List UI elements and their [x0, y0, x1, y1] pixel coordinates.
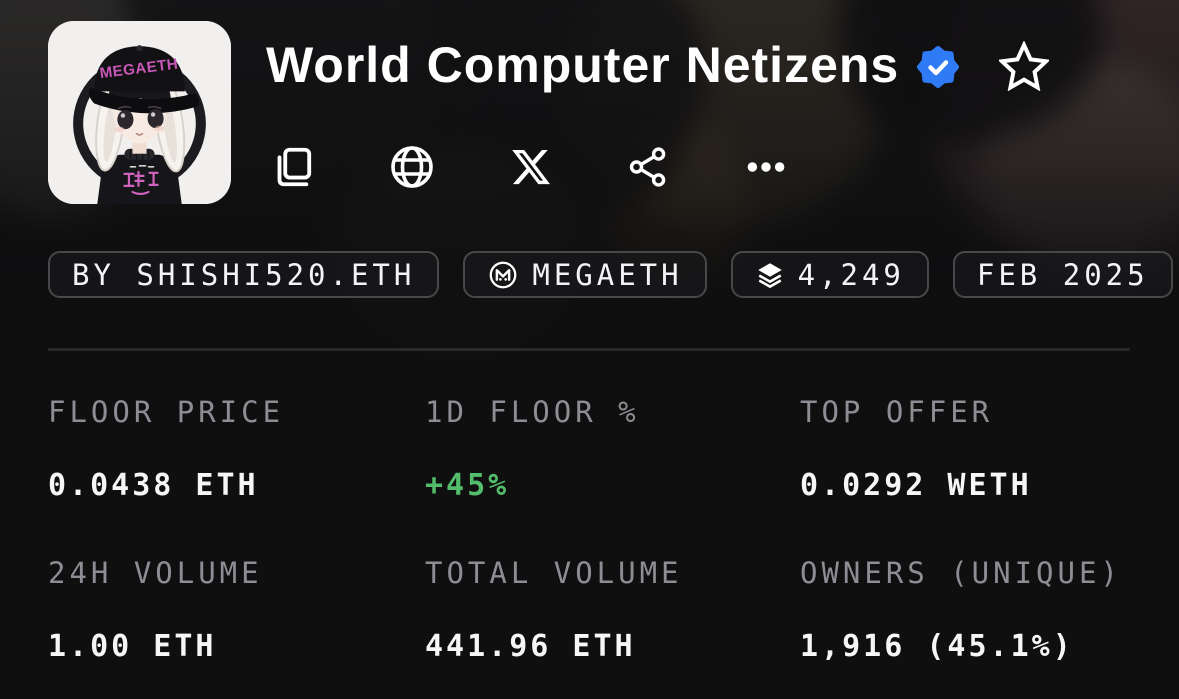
stat-label: FLOOR PRICE	[48, 395, 285, 429]
x-icon[interactable]	[510, 146, 552, 188]
stat-label: OWNERS (UNIQUE)	[800, 556, 1122, 590]
created-date-badge-label: FEB 2025	[976, 257, 1149, 292]
supply-badge: 4,249	[730, 251, 929, 298]
collection-badges: BY SHISHI520.ETH MEGAETH 4,249 FEB 2025	[48, 251, 1179, 298]
layers-icon	[757, 262, 782, 288]
verified-badge-icon	[917, 46, 960, 88]
globe-icon[interactable]	[388, 143, 436, 191]
ellipsis-icon[interactable]	[746, 159, 786, 175]
megaeth-logo-icon	[489, 261, 517, 288]
star-icon[interactable]	[999, 41, 1050, 91]
stat-value: +45%	[425, 468, 510, 503]
collection-avatar: MEGAETH	[48, 21, 231, 204]
stat-label: 24H VOLUME	[48, 556, 263, 590]
copy-icon[interactable]	[268, 143, 314, 191]
stat-value: 0.0438 ETH	[48, 468, 259, 503]
stats-row-2: 24H VOLUME 1.00 ETH TOTAL VOLUME 441.96 …	[48, 555, 1179, 665]
stat-value: 1.00 ETH	[48, 629, 217, 664]
stat-label: TOP OFFER	[800, 395, 994, 429]
share-icon[interactable]	[626, 143, 672, 191]
stat-value: 0.0292 WETH	[800, 468, 1032, 503]
section-divider	[48, 348, 1130, 351]
chain-badge[interactable]: MEGAETH	[463, 251, 707, 298]
stat-total-volume: TOTAL VOLUME 441.96 ETH	[425, 555, 800, 665]
page-title: World Computer Netizens	[266, 37, 900, 93]
stats-row-1: FLOOR PRICE 0.0438 ETH 1D FLOOR % +45% T…	[48, 394, 1179, 504]
created-date-badge: FEB 2025	[952, 251, 1173, 298]
stat-label: 1D FLOOR %	[425, 395, 640, 429]
stat-label: TOTAL VOLUME	[425, 556, 683, 590]
creator-badge[interactable]: BY SHISHI520.ETH	[48, 251, 440, 298]
stat-floor-price: FLOOR PRICE 0.0438 ETH	[48, 394, 425, 504]
supply-badge-label: 4,249	[797, 257, 905, 292]
stat-top-offer: TOP OFFER 0.0292 WETH	[800, 394, 1179, 504]
avatar-bunny-illustration: MEGAETH	[48, 21, 231, 204]
collection-header: World Computer Netizens	[266, 36, 1050, 94]
chain-badge-label: MEGAETH	[532, 257, 683, 292]
stat-24h-volume: 24H VOLUME 1.00 ETH	[48, 555, 425, 665]
creator-badge-label: BY SHISHI520.ETH	[72, 257, 416, 292]
stat-value: 441.96 ETH	[425, 629, 636, 664]
stat-value: 1,916 (45.1%)	[800, 629, 1074, 664]
stat-owners-unique: OWNERS (UNIQUE) 1,916 (45.1%)	[800, 555, 1179, 665]
stat-1d-floor-change: 1D FLOOR % +45%	[425, 394, 800, 504]
collection-actions	[268, 142, 786, 192]
